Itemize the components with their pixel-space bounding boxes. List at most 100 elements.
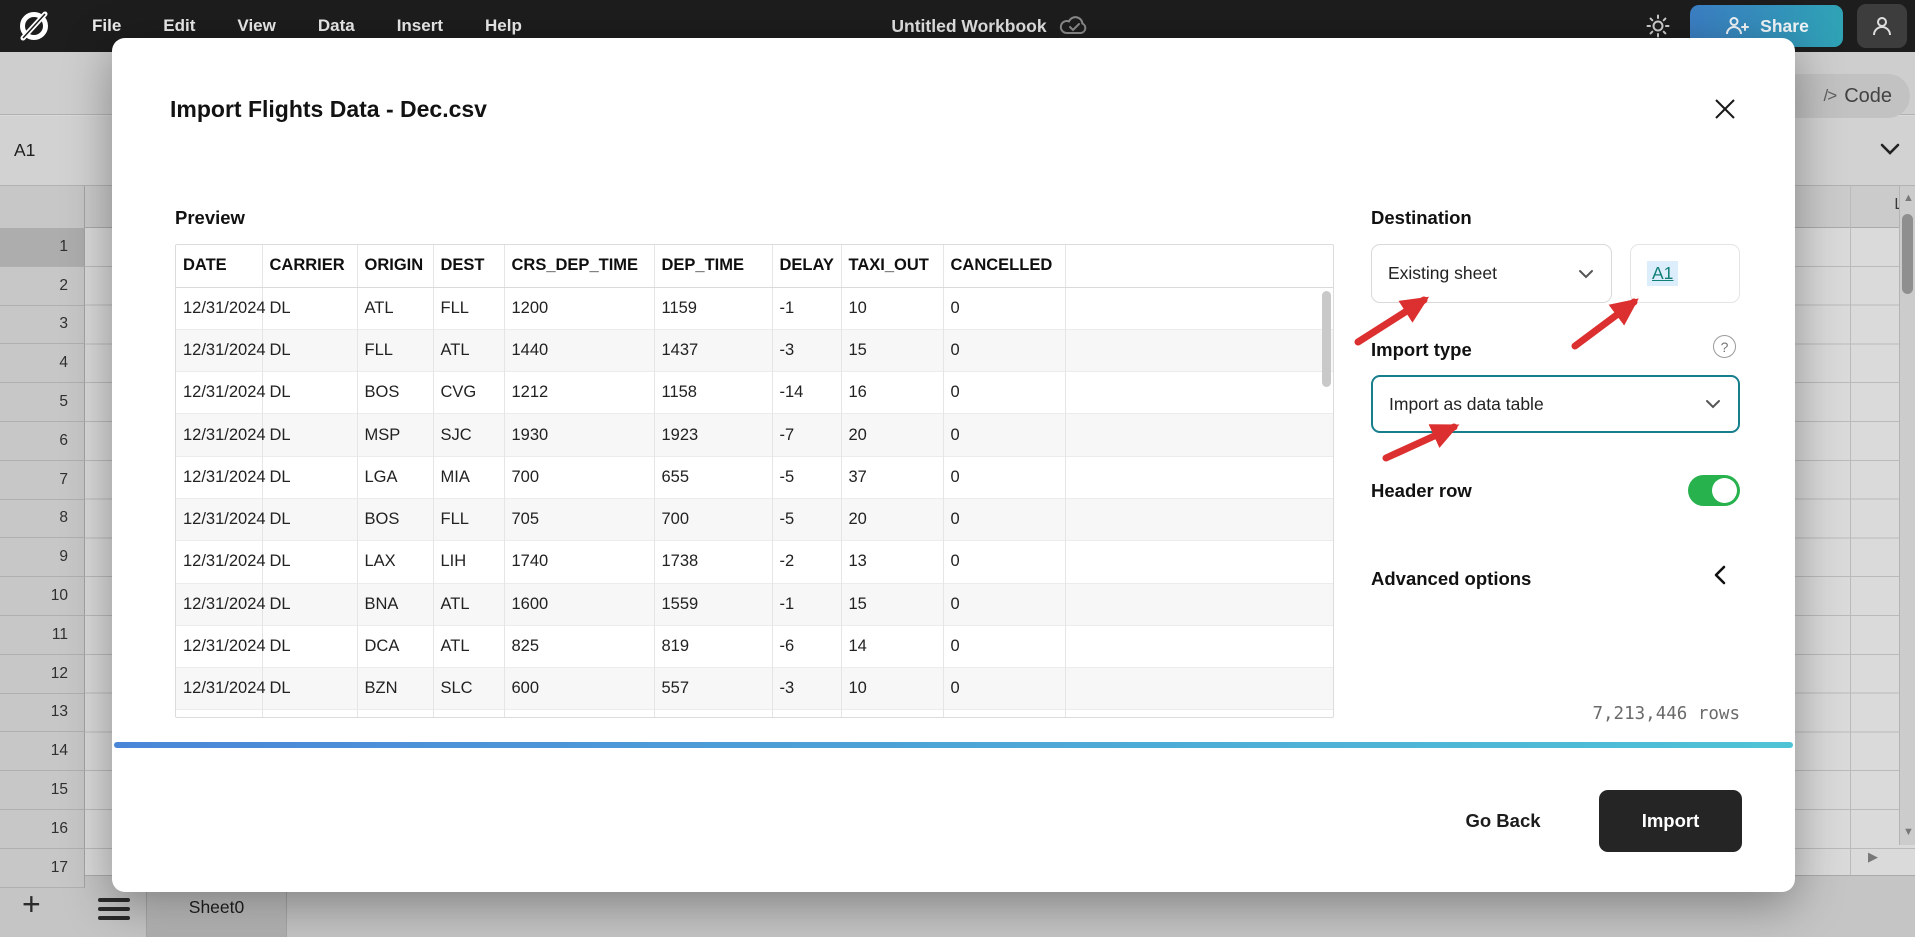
- table-cell: 12/31/2024: [176, 371, 266, 414]
- menu-item-help[interactable]: Help: [485, 16, 522, 35]
- column-header-L[interactable]: L: [1894, 196, 1903, 214]
- code-icon: />: [1823, 86, 1838, 105]
- column-header: TAXI_OUT: [840, 245, 943, 288]
- table-cell: ATL: [432, 624, 504, 668]
- row-header-6[interactable]: 6: [0, 421, 85, 461]
- menu-item-file[interactable]: File: [92, 16, 122, 35]
- row-header-8[interactable]: 8: [0, 499, 85, 539]
- row-header-2[interactable]: 2: [0, 266, 85, 306]
- header-row-toggle[interactable]: [1688, 475, 1740, 506]
- column-header: CARRIER: [261, 245, 357, 288]
- row-header-13[interactable]: 13: [0, 693, 85, 733]
- advanced-options-label[interactable]: Advanced options: [1371, 568, 1532, 589]
- row-header-5[interactable]: 5: [0, 383, 85, 422]
- help-glyph: ?: [1720, 338, 1729, 355]
- table-cell: DCA: [356, 624, 433, 668]
- table-cell: MSP: [356, 413, 433, 457]
- menu-item-insert[interactable]: Insert: [396, 16, 443, 35]
- table-cell: 12/31/2024: [176, 413, 266, 457]
- cell-reference[interactable]: A1: [14, 140, 36, 160]
- table-cell: 12/31/2024: [176, 582, 266, 626]
- sheet-menu-icon[interactable]: [98, 898, 130, 925]
- row-header-12[interactable]: 12: [0, 654, 85, 694]
- annotation-arrow: [1354, 296, 1430, 346]
- row-header-10[interactable]: 10: [0, 577, 85, 616]
- table-cell: -5: [771, 497, 841, 541]
- row-header-3[interactable]: 3: [0, 305, 85, 345]
- table-cell: ATL: [356, 286, 433, 330]
- row-header-7[interactable]: 7: [0, 460, 85, 500]
- import-type-select[interactable]: Import as data table: [1371, 375, 1740, 433]
- column-header: CRS_DEP_TIME: [503, 245, 654, 288]
- preview-scrollbar[interactable]: [1321, 289, 1331, 715]
- destination-cell-box[interactable]: A1: [1630, 244, 1740, 303]
- row-header-15[interactable]: 15: [0, 771, 85, 810]
- table-cell: BOS: [356, 497, 433, 541]
- table-cell: 0: [942, 582, 1065, 626]
- go-back-button[interactable]: Go Back: [1465, 810, 1541, 831]
- scroll-right-icon[interactable]: ▶: [1868, 849, 1878, 864]
- table-cell: -5: [771, 455, 841, 499]
- table-cell: -1: [771, 286, 841, 330]
- vertical-scrollbar[interactable]: ▲ ▼: [1899, 186, 1915, 845]
- row-header-17[interactable]: 17: [0, 848, 85, 888]
- menu-item-edit[interactable]: Edit: [163, 16, 196, 35]
- close-button[interactable]: [1708, 92, 1742, 126]
- add-sheet-button[interactable]: +: [22, 886, 41, 922]
- chevron-left-icon[interactable]: [1712, 565, 1728, 585]
- destination-select-value: Existing sheet: [1388, 263, 1497, 283]
- table-cell: 825: [503, 624, 654, 668]
- menu-item-view[interactable]: View: [237, 16, 276, 35]
- scroll-down-icon[interactable]: ▼: [1903, 826, 1914, 838]
- code-button-label: Code: [1844, 84, 1892, 107]
- row-header-11[interactable]: 11: [0, 615, 85, 655]
- table-cell: LAX: [356, 540, 433, 584]
- account-button[interactable]: [1857, 4, 1907, 48]
- row-header-16[interactable]: 16: [0, 809, 85, 849]
- dialog-title: Import Flights Data - Dec.csv: [170, 96, 487, 122]
- table-cell: MIA: [432, 455, 504, 499]
- grid-corner[interactable]: [0, 186, 85, 228]
- table-cell: -1: [771, 582, 841, 626]
- table-cell: 819: [653, 624, 772, 668]
- menu-item-data[interactable]: Data: [317, 16, 355, 35]
- column-header: DELAY: [771, 245, 841, 288]
- import-button[interactable]: Import: [1599, 790, 1742, 852]
- row-header-4[interactable]: 4: [0, 344, 85, 384]
- theme-toggle-button[interactable]: [1640, 8, 1676, 44]
- column-header: DATE: [176, 245, 262, 288]
- table-row: 12/31/2024 DL LAX LIH 1740 1738 -2 13 0: [176, 540, 1333, 584]
- table-cell: 16: [840, 371, 943, 414]
- table-cell: DL: [261, 286, 357, 330]
- table-cell: 0: [942, 286, 1065, 330]
- table-cell: 10: [840, 667, 943, 710]
- help-icon[interactable]: ?: [1713, 335, 1736, 358]
- table-cell: 1437: [653, 328, 772, 372]
- app-logo-icon[interactable]: [18, 10, 50, 42]
- row-header-9[interactable]: 9: [0, 538, 85, 578]
- column-header: CANCELLED: [942, 245, 1065, 288]
- preview-scrollbar-thumb[interactable]: [1322, 291, 1331, 387]
- table-cell: FLL: [356, 328, 433, 372]
- table-row: 12/31/2024 DL LGA MIA 700 655 -5 37 0: [176, 455, 1333, 499]
- table-row: 12/31/2024 DL BOS CVG 1212 1158 -14 16 0: [176, 371, 1333, 414]
- table-cell: FLL: [432, 286, 504, 330]
- scroll-up-icon[interactable]: ▲: [1903, 192, 1914, 204]
- table-cell: 0: [942, 667, 1065, 710]
- destination-cell-link[interactable]: A1: [1647, 261, 1679, 286]
- table-cell: DL: [261, 497, 357, 541]
- workbook-title[interactable]: Untitled Workbook: [891, 15, 1047, 36]
- destination-select[interactable]: Existing sheet: [1371, 244, 1612, 303]
- table-cell: 1600: [503, 582, 654, 626]
- table-cell: SLC: [432, 667, 504, 710]
- row-header-1[interactable]: 1: [0, 228, 85, 267]
- row-header-14[interactable]: 14: [0, 732, 85, 772]
- table-cell: 1923: [653, 413, 772, 457]
- scrollbar-thumb[interactable]: [1902, 214, 1913, 294]
- table-row: 12/31/2024 DL ATL FLL 1200 1159 -1 10 0: [176, 286, 1333, 330]
- row-count: 7,213,446 rows: [1592, 704, 1740, 724]
- chevron-down-icon[interactable]: [1879, 142, 1901, 156]
- menu-bar: File Edit View Data Insert Help: [78, 0, 536, 52]
- table-cell: LIH: [432, 540, 504, 584]
